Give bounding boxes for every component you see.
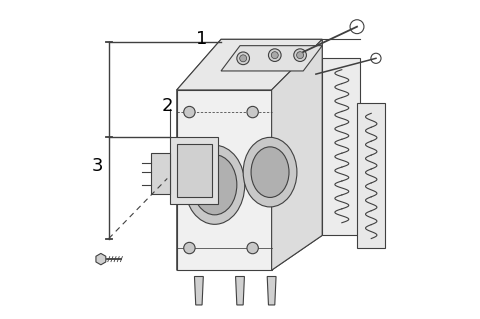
Circle shape [271, 52, 278, 59]
Circle shape [294, 49, 306, 62]
Circle shape [297, 52, 303, 59]
Text: 2: 2 [161, 97, 173, 115]
Circle shape [184, 242, 195, 254]
Polygon shape [177, 144, 212, 197]
Polygon shape [357, 103, 385, 248]
Polygon shape [272, 39, 322, 270]
Polygon shape [177, 39, 322, 90]
Text: 3: 3 [92, 157, 104, 175]
Circle shape [247, 106, 258, 118]
Circle shape [237, 52, 250, 65]
Text: 1: 1 [196, 30, 208, 48]
Circle shape [247, 242, 258, 254]
Polygon shape [267, 277, 276, 305]
Ellipse shape [251, 147, 289, 197]
Ellipse shape [192, 155, 237, 215]
Ellipse shape [185, 145, 245, 224]
Circle shape [268, 49, 281, 62]
Polygon shape [322, 58, 360, 235]
Circle shape [240, 55, 247, 62]
Ellipse shape [243, 137, 297, 207]
Polygon shape [177, 90, 272, 270]
Polygon shape [194, 277, 204, 305]
Polygon shape [221, 46, 322, 71]
Polygon shape [177, 39, 322, 270]
Polygon shape [236, 277, 244, 305]
Polygon shape [152, 153, 170, 194]
Polygon shape [96, 253, 106, 265]
Polygon shape [170, 137, 218, 204]
Circle shape [184, 106, 195, 118]
